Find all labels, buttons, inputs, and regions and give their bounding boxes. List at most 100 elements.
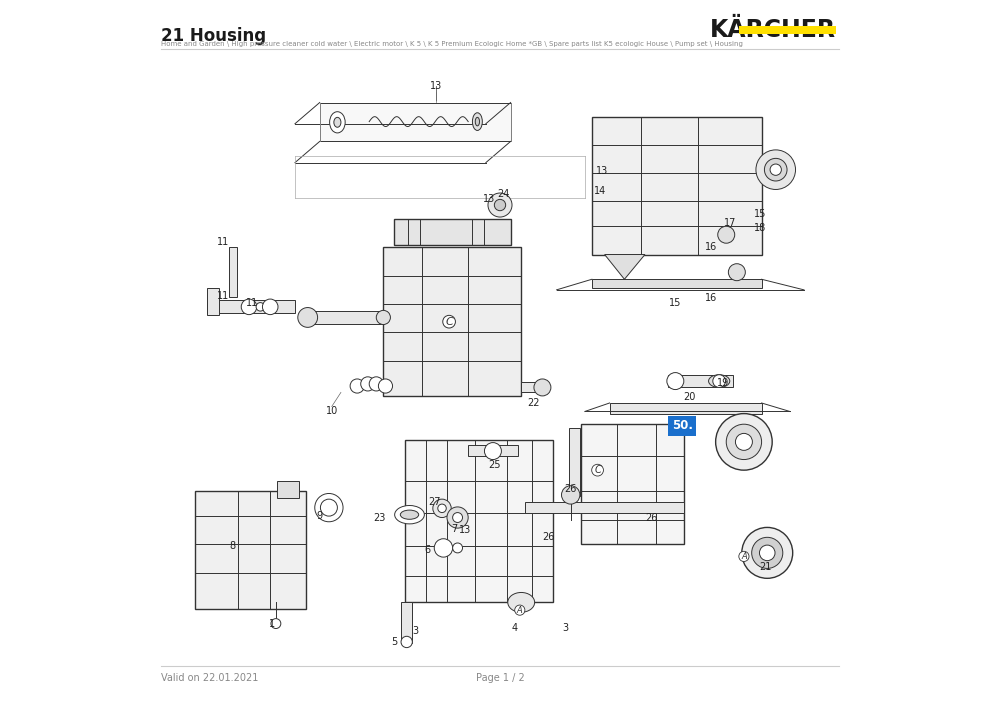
Text: 25: 25 bbox=[488, 460, 501, 470]
Text: 15: 15 bbox=[669, 298, 682, 308]
Circle shape bbox=[315, 493, 343, 522]
Polygon shape bbox=[320, 103, 511, 141]
Text: Valid on 22.01.2021: Valid on 22.01.2021 bbox=[161, 673, 258, 683]
Polygon shape bbox=[401, 602, 412, 643]
Polygon shape bbox=[229, 247, 237, 297]
Polygon shape bbox=[405, 440, 553, 602]
Polygon shape bbox=[394, 219, 511, 245]
Circle shape bbox=[735, 433, 752, 450]
Circle shape bbox=[298, 308, 318, 327]
Text: C: C bbox=[445, 317, 453, 327]
Text: 26: 26 bbox=[565, 484, 577, 494]
Circle shape bbox=[713, 375, 726, 387]
Circle shape bbox=[759, 545, 775, 561]
Text: 11: 11 bbox=[217, 237, 229, 247]
Circle shape bbox=[726, 424, 762, 460]
Circle shape bbox=[770, 164, 781, 175]
Circle shape bbox=[401, 636, 412, 648]
Ellipse shape bbox=[508, 592, 535, 612]
Circle shape bbox=[376, 310, 390, 325]
Circle shape bbox=[256, 303, 265, 311]
Text: 26: 26 bbox=[645, 513, 657, 522]
Ellipse shape bbox=[334, 117, 341, 127]
Text: 21 Housing: 21 Housing bbox=[161, 27, 266, 45]
Text: 24: 24 bbox=[497, 189, 510, 199]
Circle shape bbox=[369, 377, 383, 391]
Polygon shape bbox=[468, 445, 518, 456]
Circle shape bbox=[562, 486, 580, 504]
Polygon shape bbox=[207, 300, 295, 313]
Circle shape bbox=[453, 513, 463, 522]
Circle shape bbox=[453, 543, 463, 553]
Text: 13: 13 bbox=[430, 81, 442, 91]
Circle shape bbox=[742, 527, 793, 578]
Text: C: C bbox=[594, 465, 601, 475]
Text: 11: 11 bbox=[217, 291, 229, 300]
Text: A: A bbox=[741, 552, 747, 561]
Text: 13: 13 bbox=[596, 166, 609, 176]
Text: 14: 14 bbox=[594, 186, 607, 196]
Text: 16: 16 bbox=[705, 293, 717, 303]
Polygon shape bbox=[569, 428, 580, 496]
Text: KÄRCHER: KÄRCHER bbox=[710, 18, 836, 42]
FancyBboxPatch shape bbox=[739, 26, 836, 34]
Circle shape bbox=[756, 150, 796, 189]
Circle shape bbox=[728, 264, 745, 281]
Circle shape bbox=[494, 199, 506, 211]
Text: 15: 15 bbox=[681, 425, 694, 435]
Polygon shape bbox=[605, 255, 645, 279]
Text: 3: 3 bbox=[562, 623, 568, 633]
Circle shape bbox=[271, 619, 281, 629]
Circle shape bbox=[447, 507, 468, 528]
Text: 50.: 50. bbox=[672, 419, 693, 432]
Polygon shape bbox=[383, 247, 521, 396]
Polygon shape bbox=[302, 311, 387, 324]
Ellipse shape bbox=[330, 112, 345, 133]
Circle shape bbox=[484, 443, 501, 460]
Circle shape bbox=[433, 499, 451, 518]
Text: 19: 19 bbox=[717, 378, 729, 388]
Text: 13: 13 bbox=[459, 525, 471, 535]
Ellipse shape bbox=[709, 375, 730, 387]
Circle shape bbox=[320, 499, 337, 516]
Text: 27: 27 bbox=[429, 497, 441, 507]
Text: 7: 7 bbox=[451, 524, 457, 534]
Circle shape bbox=[764, 158, 787, 181]
Circle shape bbox=[241, 299, 257, 315]
Circle shape bbox=[752, 537, 783, 568]
Circle shape bbox=[378, 379, 393, 393]
Text: Page 1 / 2: Page 1 / 2 bbox=[476, 673, 524, 683]
Text: 15: 15 bbox=[754, 209, 766, 218]
Text: 18: 18 bbox=[754, 223, 766, 233]
Text: 3: 3 bbox=[412, 626, 418, 636]
Text: 20: 20 bbox=[683, 392, 696, 402]
Circle shape bbox=[434, 539, 453, 557]
Text: 5: 5 bbox=[391, 637, 397, 647]
Circle shape bbox=[534, 379, 551, 396]
Polygon shape bbox=[592, 117, 762, 255]
Polygon shape bbox=[521, 382, 546, 392]
Circle shape bbox=[718, 226, 735, 243]
Text: 6: 6 bbox=[425, 545, 431, 555]
Circle shape bbox=[361, 377, 375, 391]
Polygon shape bbox=[592, 279, 762, 288]
Text: A: A bbox=[517, 606, 523, 614]
Text: 26: 26 bbox=[542, 532, 554, 542]
Text: 8: 8 bbox=[230, 541, 236, 551]
Ellipse shape bbox=[472, 113, 482, 130]
Text: Home and Garden \ High pressure cleaner cold water \ Electric motor \ K 5 \ K 5 : Home and Garden \ High pressure cleaner … bbox=[161, 41, 743, 47]
Circle shape bbox=[488, 193, 512, 217]
Polygon shape bbox=[207, 288, 219, 315]
Circle shape bbox=[716, 414, 772, 470]
Ellipse shape bbox=[400, 510, 419, 519]
Text: 17: 17 bbox=[724, 218, 736, 228]
Polygon shape bbox=[195, 491, 306, 609]
Text: 10: 10 bbox=[326, 407, 338, 416]
Text: 4: 4 bbox=[511, 623, 517, 633]
Text: 9: 9 bbox=[317, 511, 323, 521]
Text: 13: 13 bbox=[483, 194, 495, 204]
Circle shape bbox=[438, 504, 446, 513]
Text: 1: 1 bbox=[269, 619, 275, 629]
Text: 23: 23 bbox=[374, 513, 386, 522]
Circle shape bbox=[262, 299, 278, 315]
